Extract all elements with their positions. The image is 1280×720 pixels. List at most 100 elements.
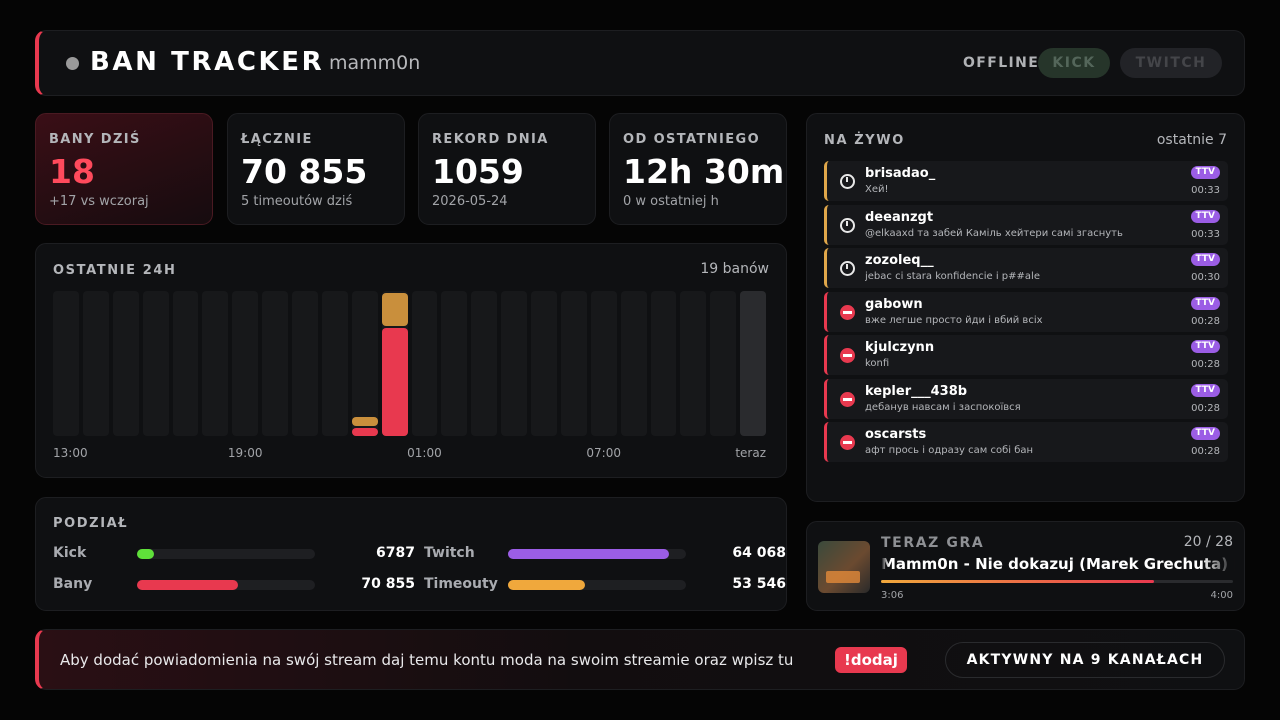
progress-track <box>881 580 1233 583</box>
duration-time: 4:00 <box>1210 590 1233 601</box>
stat-label: OD OSTATNIEGO <box>623 132 761 147</box>
icon-glyph <box>843 310 852 314</box>
stat-value: 1059 <box>432 152 524 191</box>
event-badge: TTV <box>1190 166 1220 179</box>
thumbnail <box>818 541 870 593</box>
status-dot <box>66 57 79 70</box>
bar-slot <box>202 291 229 436</box>
event-message: вже легше просто йди і вбий всіх <box>865 314 1043 326</box>
breakdown-bar <box>508 580 585 590</box>
breakdown-name: Twitch <box>424 545 475 561</box>
timeout-icon <box>840 217 855 233</box>
stat-label: ŁĄCZNIE <box>241 132 313 147</box>
stat-card: BANY DZIŚ 18 +17 vs wczoraj <box>35 113 213 225</box>
bar-slot <box>710 291 737 436</box>
stat-value: 12h 30m <box>623 152 785 191</box>
stat-card: ŁĄCZNIE 70 855 5 timeoutów dziś <box>227 113 405 225</box>
event-message: Хей! <box>865 184 889 195</box>
event-badge: TTV <box>1190 340 1220 353</box>
breakdown-bar <box>137 549 155 559</box>
bar-slot <box>112 291 139 436</box>
event-user: kjulczynn <box>865 340 935 355</box>
bar-segment <box>351 417 378 426</box>
event-user: deeanzgt <box>865 209 934 225</box>
event-time: 00:30 <box>1191 272 1220 283</box>
event-badge: TTV <box>1190 383 1220 397</box>
ban-icon <box>840 435 855 450</box>
timeout-icon <box>840 174 855 189</box>
breakdown-value: 70 855 <box>361 576 415 592</box>
event-message: @elkaaxd та забей Каміль хейтери самі зг… <box>865 227 1123 239</box>
stat-note: 5 timeoutów dziś <box>241 194 353 209</box>
live-card: NA ŻYWO ostatnie 7 brisadao_ Хей! TTV 00:33… <box>806 113 1245 502</box>
stat-label: REKORD DNIA <box>432 132 549 147</box>
footer: Aby dodać powiadomienia na swój stream d… <box>35 629 1245 690</box>
now-playing-card: TERAZ GRA 20 / 28 Mamm0n - Nie dokazuj (… <box>806 521 1245 611</box>
event-badge: TTV <box>1190 209 1220 223</box>
stat-value: 70 855 <box>241 152 368 191</box>
stat-value: 18 <box>49 152 95 191</box>
event-badge: TTV <box>1190 296 1220 310</box>
now-playing-title: TERAZ GRA <box>881 535 985 551</box>
bar-slot <box>531 291 557 436</box>
bar-slot <box>560 291 587 436</box>
live-event: brisadao_ Хей! TTV 00:33 <box>824 161 1228 201</box>
command-chip[interactable]: !dodaj <box>835 647 907 673</box>
bar-segment <box>351 427 378 436</box>
chart-title: OSTATNIE 24H <box>53 263 177 278</box>
bar-slot <box>292 291 318 436</box>
event-message: афт прось і одразу сам собі бан <box>865 445 1034 456</box>
platform-button[interactable]: TWITCH <box>1120 48 1222 78</box>
bar-slot <box>650 291 677 436</box>
breakdown-track <box>137 549 315 559</box>
stat-note: 0 w ostatniej h <box>623 194 719 209</box>
thumbnail-art <box>826 571 860 583</box>
event-time: 00:33 <box>1191 228 1220 240</box>
bar-slot <box>232 291 259 436</box>
bar-slot <box>82 291 109 436</box>
live-event: oscarsts афт прось і одразу сам собі бан T… <box>824 422 1228 462</box>
ban-icon <box>840 348 855 363</box>
icon-glyph <box>846 220 848 226</box>
event-user: oscarsts <box>865 427 927 442</box>
event-time: 00:28 <box>1191 446 1220 457</box>
platform-button[interactable]: KICK <box>1038 48 1110 78</box>
bar-segment <box>381 293 408 327</box>
status-text: OFFLINE <box>963 55 1040 71</box>
x-tick-label: teraz <box>735 446 766 460</box>
bar-slot <box>740 291 766 436</box>
ban-icon <box>840 304 855 320</box>
breakdown-bar <box>137 580 239 590</box>
breakdown-card: PODZIAŁ Kick 6787 Twitch 64 068 Bany 70 855 Ti… <box>35 497 787 611</box>
x-tick-label: 19:00 <box>227 446 263 460</box>
breakdown-title: PODZIAŁ <box>53 516 129 531</box>
stat-note: +17 vs wczoraj <box>49 194 149 209</box>
event-user: kepler___438b <box>865 383 968 399</box>
live-event: deeanzgt @elkaaxd та забей Каміль хейтери… <box>824 204 1228 245</box>
live-event: kjulczynn konfi TTV 00:28 <box>824 335 1228 375</box>
chart-card: OSTATNIE 24H 19 banów 13:00 19:00 01:00 07:… <box>35 243 787 478</box>
event-time: 00:28 <box>1191 359 1220 370</box>
channel-name: mamm0n <box>329 52 421 74</box>
breakdown-value: 53 546 <box>732 576 786 592</box>
event-message: jebac ci stara konfidencie i p##ale <box>865 271 1040 282</box>
live-event: gabown вже легше просто йди і вбий всіх TT… <box>824 291 1228 332</box>
live-event: kepler___438b дебанув навсам і заспокоївс… <box>824 378 1228 419</box>
event-message: konfi <box>865 358 890 369</box>
bar-slot <box>321 291 348 436</box>
track-position: 20 / 28 <box>1183 534 1233 550</box>
timeout-icon <box>840 261 855 276</box>
bar-slot <box>262 291 288 436</box>
app-title: BAN TRACKER <box>90 47 325 77</box>
event-badge: TTV <box>1190 427 1220 440</box>
breakdown-value: 64 068 <box>732 545 786 561</box>
icon-glyph <box>846 177 848 182</box>
stat-note: 2026-05-24 <box>432 194 508 209</box>
footer-text: Aby dodać powiadomienia na swój stream d… <box>60 651 794 669</box>
breakdown-track <box>137 580 315 590</box>
breakdown-track <box>508 580 686 590</box>
active-channels: AKTYWNY NA 9 KANAŁACH <box>945 642 1225 678</box>
bar-slot <box>351 291 378 436</box>
bar-slot <box>501 291 527 436</box>
